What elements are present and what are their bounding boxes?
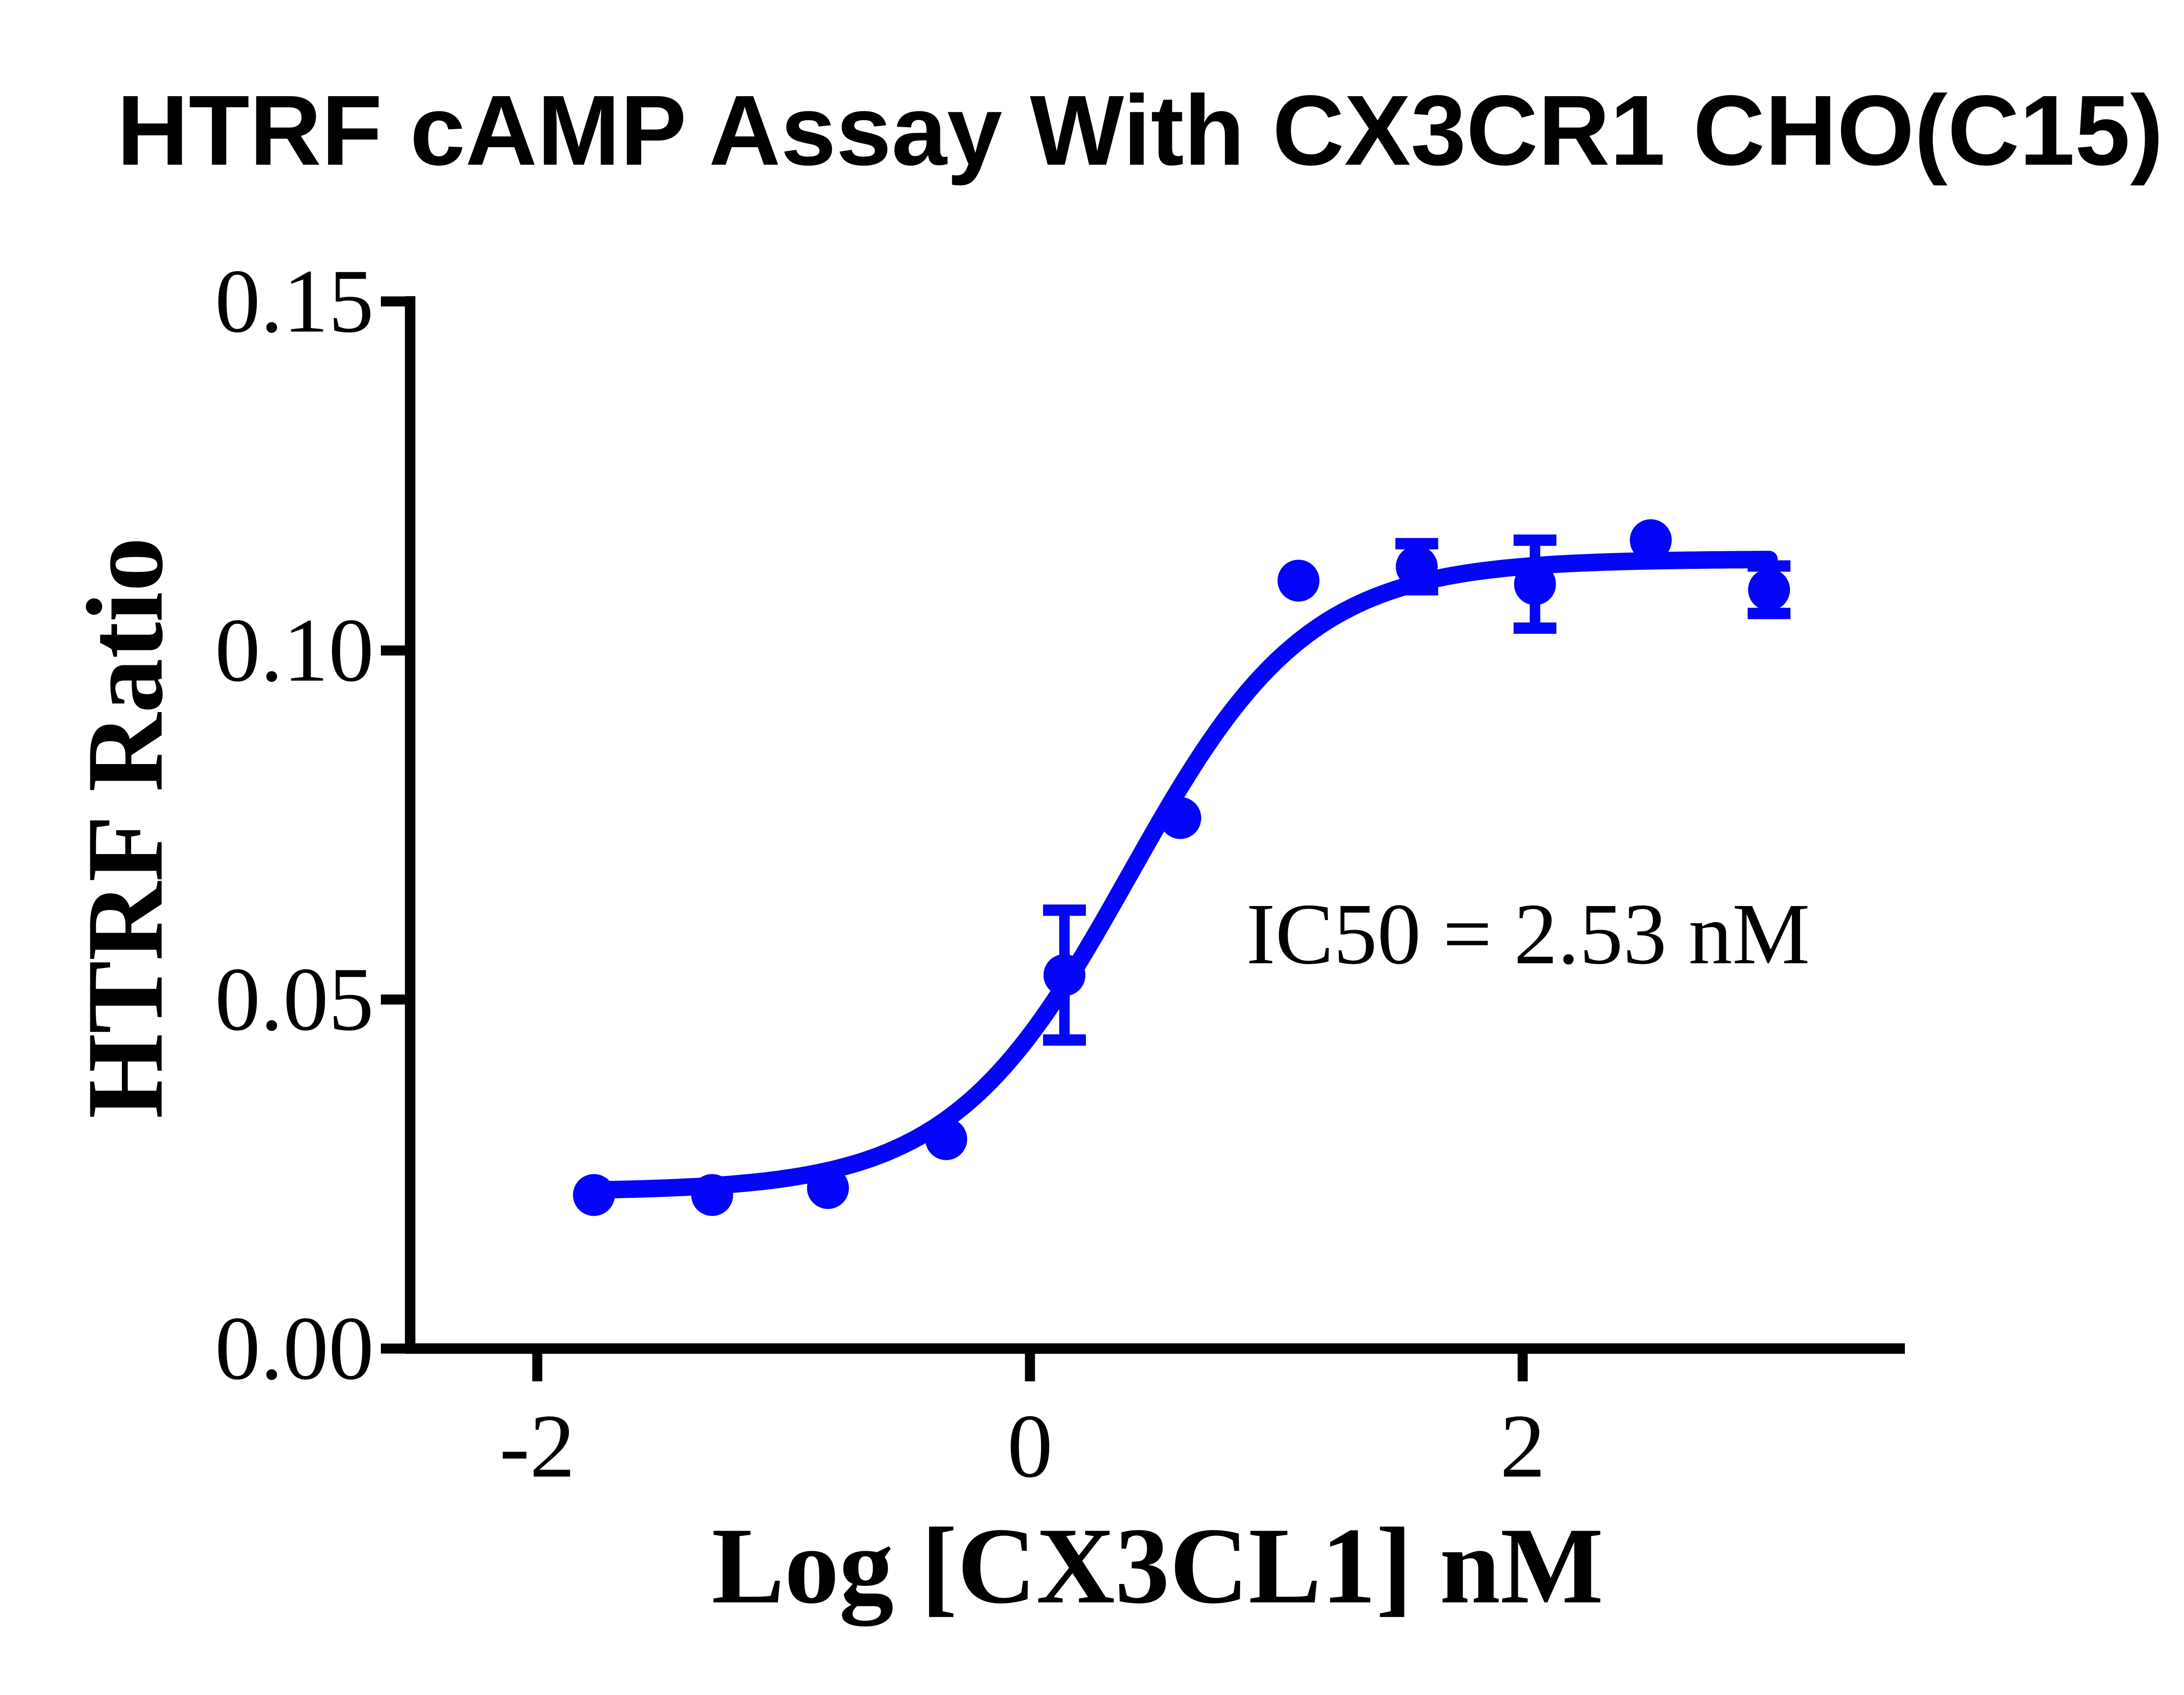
y-axis-title: HTRF Ratio: [65, 537, 186, 1119]
y-tick-label: 0.10: [215, 600, 374, 700]
ic50-annotation: IC50 = 2.53 nM: [1246, 886, 1810, 982]
data-point-marker: [1396, 546, 1438, 588]
y-tick-mark: [381, 1343, 405, 1354]
x-tick-label: 2: [1500, 1396, 1545, 1496]
data-point-marker: [1159, 797, 1202, 839]
error-bar-cap-top: [1043, 904, 1086, 916]
y-tick-mark: [381, 645, 405, 656]
x-tick-label: -2: [499, 1396, 575, 1496]
error-bar-cap-bottom: [1043, 1034, 1086, 1046]
error-bar-cap-top: [1514, 534, 1557, 546]
x-tick-mark: [1025, 1354, 1035, 1381]
data-points-layer: [573, 519, 1790, 1216]
fit-curve-layer: [585, 550, 1778, 1199]
x-tick-mark: [532, 1354, 543, 1381]
x-axis-title: Log [CX3CL1] nM: [712, 1505, 1603, 1626]
fit-curve: [585, 550, 1778, 1199]
x-axis-line: [405, 1343, 1905, 1354]
data-point-marker: [691, 1174, 733, 1216]
axes: 0.00 0.05 0.10 0.15 -2 0 2: [215, 251, 1905, 1496]
x-tick-label: 0: [1007, 1396, 1053, 1496]
x-tick-mark: [1517, 1354, 1528, 1381]
y-tick-mark: [381, 994, 405, 1005]
data-point-marker: [1277, 560, 1320, 602]
data-point-marker: [925, 1118, 968, 1160]
y-tick-mark: [381, 296, 405, 307]
data-point-marker: [1514, 563, 1556, 605]
data-point-marker: [1748, 568, 1790, 611]
y-axis-line: [405, 296, 415, 1354]
data-point-marker: [1630, 519, 1672, 561]
chart-title: HTRF cAMP Assay With CX3CR1 CHO(C15): [117, 75, 2163, 186]
y-tick-label: 0.05: [215, 949, 374, 1049]
y-tick-label: 0.15: [215, 251, 374, 351]
data-point-marker: [807, 1167, 849, 1209]
data-point-marker: [573, 1174, 615, 1216]
error-bar-cap-bottom: [1514, 622, 1557, 634]
y-tick-label: 0.00: [215, 1298, 374, 1398]
data-point-marker: [1043, 954, 1085, 996]
